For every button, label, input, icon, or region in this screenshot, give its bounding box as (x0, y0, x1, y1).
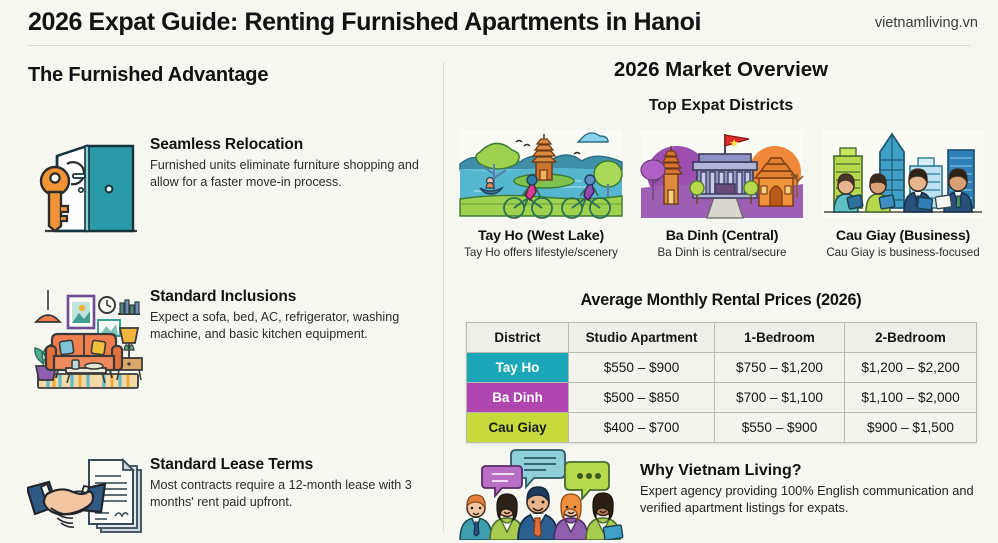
top-expat-districts-subtitle: Top Expat Districts (648, 97, 794, 114)
west-lake-pagoda-cyclists-icon (456, 126, 626, 222)
business-district-professionals-icon (818, 126, 988, 222)
site-url: vietnamliving.vn (874, 15, 978, 31)
rental-price-table: District Studio Apartment 1-Bedroom 2-Be… (466, 322, 977, 443)
header-divider (28, 45, 970, 46)
feature-body: Furnished units eliminate furniture shop… (150, 158, 419, 189)
page-title: 2026 Expat Guide: Renting Furnished Apar… (28, 8, 702, 36)
price-studio: $400 – $700 (568, 412, 715, 443)
price-studio: $550 – $900 (568, 352, 715, 383)
feature-standard-lease-terms: Standard Lease Terms Most contracts requ… (26, 454, 426, 543)
column-header-2-bedroom: 2-Bedroom (844, 322, 977, 353)
price-1-bedroom: $750 – $1,200 (714, 352, 845, 383)
district-card-ba-dinh[interactable]: Ba Dinh (Central) Ba Dinh is central/sec… (637, 126, 807, 259)
right-column: 2026 Market Overview Top Expat Districts (444, 46, 998, 543)
district-caption: Tay Ho offers lifestyle/scenery (464, 246, 618, 259)
left-column-title: The Furnished Advantage (28, 64, 269, 86)
district-card-tay-ho[interactable]: Tay Ho (West Lake) Tay Ho offers lifesty… (456, 126, 626, 259)
district-caption: Ba Dinh is central/secure (657, 246, 787, 259)
feature-text: Seamless Relocation Furnished units elim… (150, 134, 426, 238)
furnished-living-room-icon (26, 286, 150, 398)
column-divider (443, 62, 444, 532)
table-header-row: District Studio Apartment 1-Bedroom 2-Be… (466, 322, 977, 353)
price-2-bedroom: $1,100 – $2,000 (844, 382, 977, 413)
feature-body: Expect a sofa, bed, AC, refrigerator, wa… (150, 310, 400, 341)
feature-heading: Standard Inclusions (150, 288, 297, 305)
district-card-cau-giay[interactable]: Cau Giay (Business) Cau Giay is business… (818, 126, 988, 259)
why-text: Why Vietnam Living? Expert agency provid… (634, 444, 998, 543)
district-cell-tay-ho: Tay Ho (466, 352, 569, 383)
why-body: Expert agency providing 100% English com… (640, 483, 974, 515)
right-column-title: 2026 Market Overview (613, 58, 829, 81)
table-row: Tay Ho $550 – $900 $750 – $1,200 $1,200 … (466, 352, 977, 383)
price-1-bedroom: $700 – $1,100 (714, 382, 845, 413)
feature-heading: Standard Lease Terms (150, 456, 314, 473)
feature-heading: Seamless Relocation (150, 136, 304, 153)
handshake-contract-icon (26, 454, 150, 543)
feature-text: Standard Inclusions Expect a sofa, bed, … (150, 286, 426, 398)
district-name: Ba Dinh (Central) (665, 228, 779, 244)
why-vietnam-living-section: Why Vietnam Living? Expert agency provid… (454, 444, 998, 543)
column-header-district: District (466, 322, 569, 353)
header: 2026 Expat Guide: Renting Furnished Apar… (0, 0, 998, 46)
table-row: Ba Dinh $500 – $850 $700 – $1,100 $1,100… (466, 382, 977, 413)
ba-dinh-mausoleum-icon (637, 126, 807, 222)
price-studio: $500 – $850 (568, 382, 715, 413)
why-heading: Why Vietnam Living? (640, 462, 802, 479)
district-cell-cau-giay: Cau Giay (466, 412, 569, 443)
feature-standard-inclusions: Standard Inclusions Expect a sofa, bed, … (26, 286, 426, 398)
price-table-title: Average Monthly Rental Prices (2026) (580, 291, 862, 309)
column-header-studio: Studio Apartment (568, 322, 715, 353)
district-card-list: Tay Ho (West Lake) Tay Ho offers lifesty… (456, 126, 988, 259)
district-caption: Cau Giay is business-focused (826, 246, 980, 259)
district-cell-ba-dinh: Ba Dinh (466, 382, 569, 413)
feature-body: Most contracts require a 12-month lease … (150, 478, 412, 509)
district-name: Tay Ho (West Lake) (478, 228, 604, 244)
price-2-bedroom: $900 – $1,500 (844, 412, 977, 443)
feature-seamless-relocation: Seamless Relocation Furnished units elim… (26, 134, 426, 238)
price-1-bedroom: $550 – $900 (714, 412, 845, 443)
column-header-1-bedroom: 1-Bedroom (714, 322, 845, 353)
people-with-speech-bubbles-icon (454, 444, 634, 543)
left-column: The Furnished Advantage (0, 46, 443, 543)
district-name: Cau Giay (Business) (835, 228, 971, 244)
table-row: Cau Giay $400 – $700 $550 – $900 $900 – … (466, 412, 977, 443)
price-2-bedroom: $1,200 – $2,200 (844, 352, 977, 383)
key-and-open-door-icon (26, 134, 150, 238)
feature-text: Standard Lease Terms Most contracts requ… (150, 454, 426, 543)
